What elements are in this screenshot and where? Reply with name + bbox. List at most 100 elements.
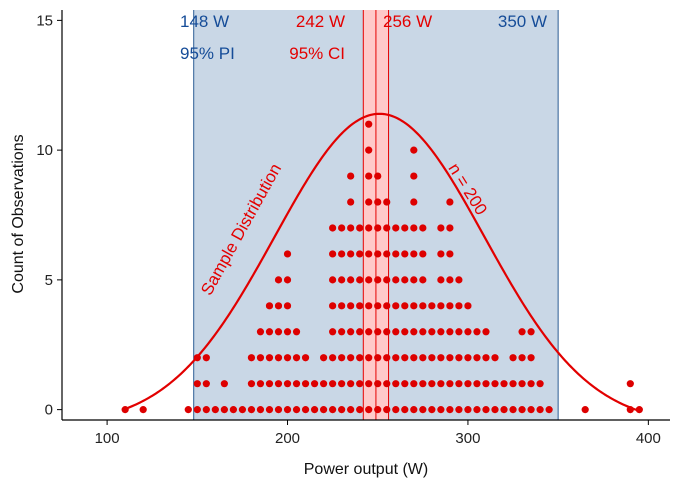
data-point bbox=[365, 406, 373, 414]
data-point bbox=[256, 380, 265, 388]
data-point bbox=[365, 120, 373, 128]
data-point bbox=[545, 406, 553, 414]
data-point bbox=[365, 146, 373, 154]
data-point bbox=[392, 276, 400, 284]
data-point bbox=[356, 380, 364, 388]
data-point bbox=[401, 224, 409, 232]
data-point bbox=[446, 198, 454, 206]
data-point bbox=[329, 406, 337, 414]
data-point bbox=[356, 250, 364, 258]
data-point bbox=[428, 380, 436, 388]
data-point bbox=[419, 380, 427, 388]
data-point bbox=[265, 328, 274, 336]
data-point bbox=[310, 406, 319, 414]
data-point bbox=[500, 380, 508, 388]
data-point bbox=[401, 354, 409, 362]
data-point bbox=[365, 302, 373, 310]
interval-bands bbox=[193, 10, 559, 420]
data-point bbox=[410, 380, 418, 388]
y-tick-label: 5 bbox=[45, 272, 53, 289]
data-point bbox=[365, 172, 373, 180]
data-point bbox=[238, 406, 247, 414]
data-point bbox=[338, 354, 346, 362]
data-point bbox=[283, 354, 292, 362]
data-point bbox=[464, 354, 472, 362]
data-point bbox=[292, 328, 301, 336]
x-tick-label: 400 bbox=[636, 430, 661, 447]
data-point bbox=[274, 354, 283, 362]
data-point bbox=[356, 224, 364, 232]
data-point bbox=[428, 328, 436, 336]
data-point bbox=[464, 380, 472, 388]
data-point bbox=[247, 380, 256, 388]
data-point bbox=[527, 380, 535, 388]
data-point bbox=[527, 328, 535, 336]
data-point bbox=[320, 380, 328, 388]
data-point bbox=[482, 354, 490, 362]
data-point bbox=[292, 380, 301, 388]
data-point bbox=[139, 406, 147, 414]
data-point bbox=[401, 302, 409, 310]
data-point bbox=[527, 406, 535, 414]
data-point bbox=[338, 302, 346, 310]
y-tick-label: 0 bbox=[45, 402, 53, 419]
data-point bbox=[401, 380, 409, 388]
data-point bbox=[455, 354, 463, 362]
data-point bbox=[347, 198, 355, 206]
data-point bbox=[401, 276, 409, 284]
data-point bbox=[383, 354, 391, 362]
data-point bbox=[446, 328, 454, 336]
pi-upper-label: 350 W bbox=[498, 12, 547, 31]
data-point bbox=[283, 250, 292, 258]
data-point bbox=[256, 354, 265, 362]
data-points bbox=[121, 120, 643, 414]
data-point bbox=[374, 380, 382, 388]
data-point bbox=[283, 328, 292, 336]
data-point bbox=[518, 354, 526, 362]
data-point bbox=[374, 198, 382, 206]
data-point bbox=[193, 406, 201, 414]
data-point bbox=[365, 224, 373, 232]
data-point bbox=[347, 224, 355, 232]
data-point bbox=[491, 406, 499, 414]
data-point bbox=[283, 380, 292, 388]
data-point bbox=[455, 276, 463, 284]
data-point bbox=[437, 328, 445, 336]
data-point bbox=[419, 354, 427, 362]
data-point bbox=[247, 406, 256, 414]
data-point bbox=[347, 302, 355, 310]
data-point bbox=[401, 250, 409, 258]
data-point bbox=[356, 354, 364, 362]
data-point bbox=[356, 328, 364, 336]
data-point bbox=[446, 224, 454, 232]
data-point bbox=[383, 302, 391, 310]
data-point bbox=[392, 354, 400, 362]
data-point bbox=[301, 406, 310, 414]
data-point bbox=[347, 406, 355, 414]
data-point bbox=[410, 328, 418, 336]
data-point bbox=[437, 354, 445, 362]
data-point bbox=[437, 250, 445, 258]
data-point bbox=[392, 380, 400, 388]
data-point bbox=[211, 406, 219, 414]
data-point bbox=[338, 406, 346, 414]
data-point bbox=[437, 406, 445, 414]
data-point bbox=[184, 406, 192, 414]
data-point bbox=[527, 354, 535, 362]
data-point bbox=[329, 276, 337, 284]
data-point bbox=[374, 328, 382, 336]
data-point bbox=[464, 406, 472, 414]
data-point bbox=[383, 198, 391, 206]
data-point bbox=[446, 354, 454, 362]
data-point bbox=[518, 380, 526, 388]
data-point bbox=[455, 302, 463, 310]
data-point bbox=[518, 328, 526, 336]
x-tick-label: 100 bbox=[95, 430, 120, 447]
data-point bbox=[374, 406, 382, 414]
data-point bbox=[283, 302, 292, 310]
data-point bbox=[509, 406, 517, 414]
data-point bbox=[283, 406, 292, 414]
data-point bbox=[482, 380, 490, 388]
sample-distribution-curve bbox=[124, 112, 640, 412]
